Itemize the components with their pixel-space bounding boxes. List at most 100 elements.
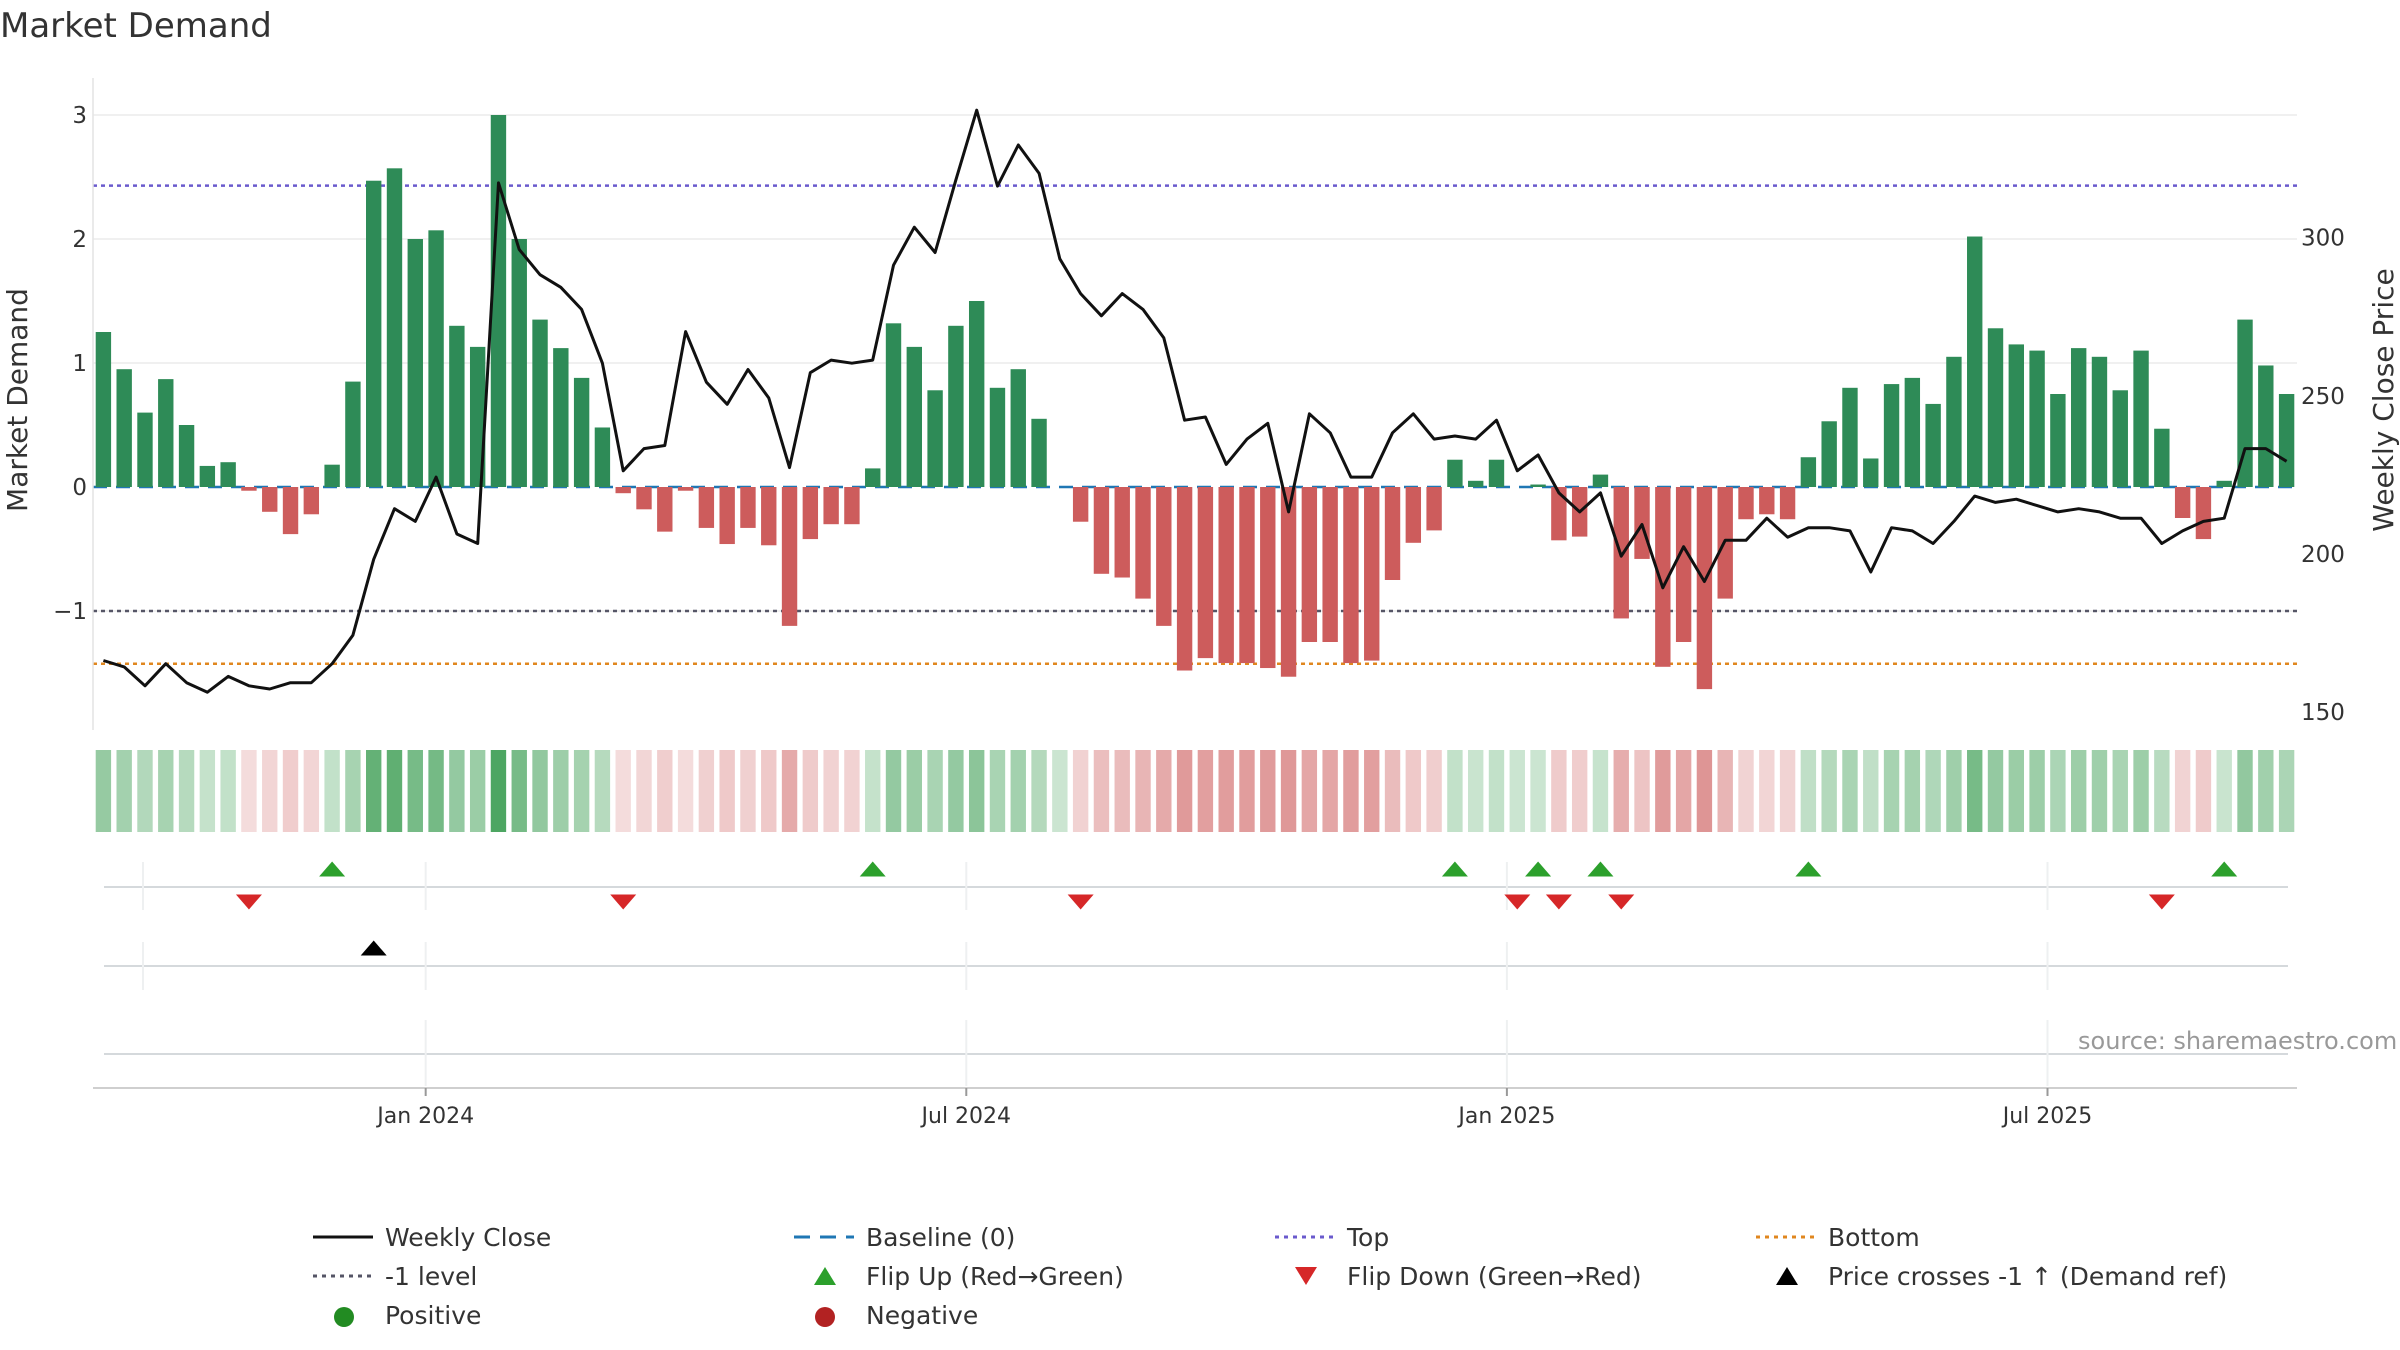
- demand-bar: [1987, 328, 2004, 487]
- demand-bar: [1343, 487, 1359, 664]
- demand-bar: [1031, 418, 1047, 487]
- heat-cell: [2216, 750, 2232, 832]
- heat-cell: [948, 750, 964, 832]
- demand-bar: [2008, 344, 2024, 487]
- x-tick-label: Jan 2024: [375, 1104, 474, 1129]
- demand-bar: [1384, 487, 1401, 580]
- demand-bar: [1218, 487, 1234, 664]
- heat-cell: [1738, 750, 1754, 832]
- flip-down-marker: [610, 894, 637, 910]
- demand-bar: [1675, 487, 1692, 642]
- demand-bar: [2195, 487, 2212, 540]
- y2-axis-label: Weekly Close Price: [2367, 268, 2400, 531]
- heat-cell: [366, 750, 382, 832]
- demand-bar: [2050, 394, 2066, 487]
- heat-cell: [719, 750, 735, 832]
- y2-tick-label: 300: [2301, 226, 2345, 252]
- demand-bar: [95, 332, 112, 487]
- y-axis-label: Market Demand: [1, 288, 34, 512]
- heat-cell: [1904, 750, 1921, 832]
- heat-cell: [594, 750, 611, 832]
- demand-bar: [1426, 487, 1442, 531]
- demand-bar: [1759, 487, 1775, 515]
- x-tick-label: Jul 2025: [2001, 1104, 2093, 1129]
- demand-bar: [698, 487, 715, 528]
- flip-down-marker: [2148, 894, 2175, 910]
- heat-cell: [1863, 750, 1879, 832]
- demand-bar: [1530, 484, 1546, 487]
- demand-bar: [2029, 350, 2045, 487]
- demand-bar: [490, 115, 507, 487]
- demand-bar: [1135, 487, 1151, 599]
- legend-label: Flip Down (Green→Red): [1347, 1262, 1642, 1291]
- heat-cell: [677, 750, 694, 832]
- heat-cell: [802, 750, 819, 832]
- flip-down-marker: [1504, 894, 1531, 910]
- heat-cell: [1675, 750, 1692, 832]
- demand-bar: [1468, 480, 1484, 487]
- heat-cell: [511, 750, 527, 832]
- y2-tick-label: 150: [2301, 700, 2345, 726]
- flip-up-marker: [1587, 861, 1614, 877]
- axes: 3 2 1 0 −1 300 250 200 150: [53, 78, 2345, 730]
- demand-bar: [1800, 457, 1817, 487]
- demand-bar: [1779, 487, 1796, 520]
- legend-swatch: [1295, 1267, 1317, 1285]
- demand-bar: [968, 301, 985, 487]
- demand-bar: [1821, 421, 1837, 487]
- heat-cell: [2070, 750, 2087, 832]
- demand-bar: [677, 487, 694, 491]
- demand-bar: [948, 325, 964, 487]
- y-tick-label: 1: [72, 351, 87, 377]
- legend-label: -1 level: [385, 1262, 477, 1291]
- demand-bar: [324, 464, 340, 487]
- heat-cell: [1447, 750, 1463, 832]
- demand-bar: [282, 487, 299, 535]
- heat-cell: [1946, 750, 1962, 832]
- heat-cell: [2112, 750, 2128, 832]
- heat-cell: [490, 750, 507, 832]
- demand-bar: [2278, 394, 2295, 487]
- demand-bar: [802, 487, 819, 540]
- demand-bar: [615, 487, 631, 494]
- demand-bar: [178, 425, 195, 487]
- heat-cell: [2050, 750, 2066, 832]
- demand-bar: [1364, 487, 1380, 661]
- demand-bar: [1322, 487, 1338, 642]
- heat-cell: [1821, 750, 1837, 832]
- heat-cell: [407, 750, 423, 832]
- heat-cell: [1592, 750, 1609, 832]
- demand-bar: [137, 412, 153, 487]
- source-text: source: sharemaestro.com: [2078, 1027, 2397, 1055]
- heat-cell: [282, 750, 299, 832]
- heat-cell: [386, 750, 403, 832]
- y-tick-label: 3: [72, 103, 87, 129]
- demand-bar: [303, 487, 320, 515]
- demand-bar: [657, 487, 673, 532]
- heat-cell: [2029, 750, 2045, 832]
- demand-bar: [1156, 487, 1172, 626]
- y2-tick-label: 200: [2301, 542, 2345, 568]
- flip-down-marker: [1608, 894, 1635, 910]
- legend-label: Bottom: [1828, 1223, 1920, 1252]
- event-markers: [104, 861, 2288, 1086]
- demand-bar: [1863, 458, 1879, 487]
- heat-cell: [199, 750, 216, 832]
- demand-bar: [366, 180, 382, 487]
- flip-down-marker: [235, 894, 262, 910]
- heat-cell: [220, 750, 236, 832]
- demand-bar: [740, 487, 756, 528]
- demand-bar: [1696, 487, 1713, 690]
- demand-bar: [116, 369, 132, 487]
- legend-label: Top: [1346, 1223, 1389, 1252]
- chart-title: Market Demand: [0, 6, 272, 46]
- heat-cell: [532, 750, 548, 832]
- x-axis: Jan 2024 Jul 2024 Jan 2025 Jul 2025: [93, 1087, 2297, 1129]
- heat-cell: [1156, 750, 1172, 832]
- demand-bar: [573, 377, 590, 487]
- heat-cell: [1343, 750, 1359, 832]
- demand-bar: [1072, 487, 1089, 522]
- flip-down-marker: [1545, 894, 1572, 910]
- heat-cell: [573, 750, 590, 832]
- heat-cell: [1364, 750, 1380, 832]
